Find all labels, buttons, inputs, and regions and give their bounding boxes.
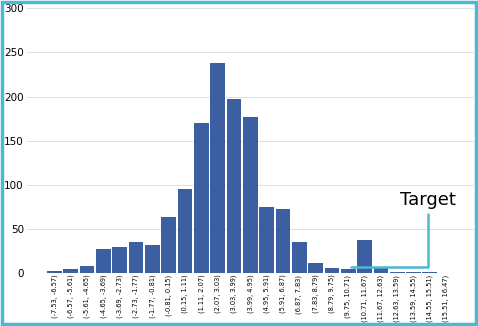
- Bar: [112, 247, 127, 273]
- Bar: [390, 272, 404, 273]
- Bar: [161, 217, 176, 273]
- Bar: [341, 269, 356, 273]
- Bar: [406, 272, 421, 273]
- Bar: [47, 272, 62, 273]
- Text: Target: Target: [351, 191, 456, 267]
- Bar: [129, 242, 143, 273]
- Bar: [145, 245, 160, 273]
- Bar: [64, 269, 78, 273]
- Bar: [178, 189, 192, 273]
- Bar: [423, 272, 437, 273]
- Bar: [259, 207, 274, 273]
- Bar: [373, 267, 388, 273]
- Bar: [194, 123, 208, 273]
- Bar: [292, 242, 306, 273]
- Bar: [96, 249, 111, 273]
- Bar: [276, 209, 290, 273]
- Bar: [357, 240, 372, 273]
- Bar: [243, 117, 258, 273]
- Bar: [80, 266, 94, 273]
- Bar: [308, 263, 323, 273]
- Bar: [210, 63, 225, 273]
- Bar: [325, 268, 339, 273]
- Bar: [227, 99, 241, 273]
